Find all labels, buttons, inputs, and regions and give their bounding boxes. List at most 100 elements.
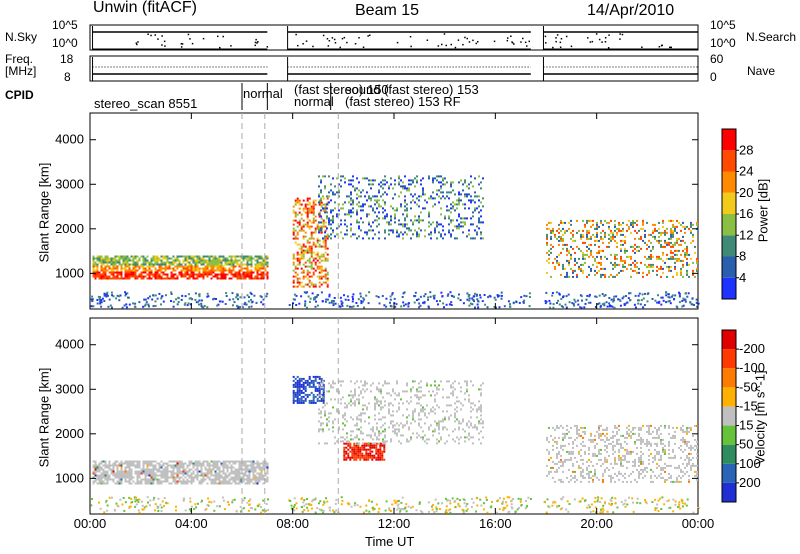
- velocity-cell: [212, 462, 215, 465]
- power-cell: [391, 293, 394, 296]
- velocity-cell: [246, 460, 249, 463]
- power-cell: [460, 199, 462, 202]
- velocity-cell: [359, 456, 362, 459]
- velocity-cell: [606, 446, 608, 449]
- velocity-cell: [400, 422, 402, 425]
- velocity-cell: [620, 464, 622, 467]
- power-cell: [470, 199, 472, 202]
- power-cell: [305, 306, 308, 309]
- power-cell: [300, 251, 303, 254]
- velocity-cell: [550, 434, 552, 437]
- power-cell: [175, 298, 178, 301]
- velocity-cell: [343, 446, 346, 449]
- velocity-cell: [200, 482, 203, 485]
- power-cell: [414, 193, 416, 196]
- velocity-cell: [238, 460, 241, 463]
- power-cell: [158, 265, 161, 268]
- velocity-cell: [300, 395, 303, 398]
- velocity-cell: [152, 480, 155, 483]
- power-cell: [346, 229, 348, 232]
- velocity-cell: [314, 379, 317, 382]
- cpid-seg-3: normal: [294, 94, 334, 109]
- velocity-cell: [198, 464, 201, 467]
- power-cell: [604, 233, 606, 236]
- velocity-cell: [146, 482, 149, 485]
- power-cell: [296, 281, 299, 284]
- velocity-cell: [351, 450, 354, 453]
- velocity-cell: [332, 406, 334, 409]
- velocity-cell: [376, 400, 378, 403]
- power-cell: [560, 229, 562, 232]
- power-cell: [428, 211, 430, 214]
- power-cell: [324, 175, 326, 178]
- power-cell: [634, 265, 636, 268]
- power-cell: [584, 241, 586, 244]
- power-cell: [326, 273, 329, 276]
- power-cell: [400, 305, 403, 308]
- power-cell: [458, 215, 460, 218]
- power-cell: [634, 247, 636, 250]
- velocity-cell: [322, 386, 324, 389]
- velocity-cell: [164, 480, 167, 483]
- power-cell: [306, 259, 309, 262]
- velocity-cell: [426, 384, 428, 387]
- power-cell: [98, 297, 101, 300]
- power-cell: [302, 219, 305, 222]
- power-cell: [476, 207, 478, 210]
- velocity-cell: [344, 412, 346, 415]
- power-cell: [112, 269, 115, 272]
- power-cell: [174, 261, 177, 264]
- velocity-cell: [158, 464, 161, 467]
- power-cell: [434, 231, 436, 234]
- velocity-cell: [372, 426, 374, 429]
- power-cell: [132, 271, 135, 274]
- power-cell: [186, 271, 189, 274]
- power-cell: [324, 237, 327, 240]
- power-cell: [262, 257, 265, 260]
- velocity-cell: [134, 482, 137, 485]
- power-cell: [368, 221, 370, 224]
- power-cell: [380, 181, 382, 184]
- velocity-cell: [482, 426, 484, 429]
- velocity-cell: [458, 426, 460, 429]
- power-cell: [640, 299, 643, 302]
- velocity-cell: [144, 460, 147, 463]
- velocity-cell: [398, 408, 400, 411]
- power-cell: [188, 265, 191, 268]
- power-cell: [478, 183, 480, 186]
- power-cell: [352, 305, 355, 308]
- power-cell: [458, 227, 460, 230]
- velocity-cell: [582, 462, 584, 465]
- power-cell: [340, 300, 343, 303]
- velocity-cell: [578, 450, 580, 453]
- velocity-cell: [568, 436, 570, 439]
- velocity-cell: [552, 448, 554, 451]
- power-cell: [136, 261, 139, 264]
- velocity-cell: [442, 396, 444, 399]
- power-cell: [246, 263, 249, 266]
- power-cell: [652, 235, 654, 238]
- velocity-cell: [452, 392, 454, 395]
- cpid-seg-1: normal: [243, 86, 283, 101]
- velocity-cell: [356, 422, 358, 425]
- power-cell: [675, 305, 678, 308]
- velocity-cell: [444, 426, 446, 429]
- power-cell: [416, 233, 418, 236]
- power-cell: [206, 292, 209, 295]
- velocity-cell: [606, 436, 608, 439]
- power-cell: [312, 199, 315, 202]
- power-cell: [266, 257, 269, 260]
- power-cell: [378, 191, 380, 194]
- power-cell: [360, 302, 363, 305]
- velocity-cell: [594, 474, 596, 477]
- velocity-cell: [360, 414, 362, 417]
- velocity-cell: [580, 454, 582, 457]
- power-cell: [385, 305, 388, 308]
- power-cell: [356, 193, 358, 196]
- power-cell: [572, 275, 574, 278]
- velocity-cell: [366, 382, 368, 385]
- velocity-cell: [343, 448, 346, 451]
- power-cell: [648, 257, 650, 260]
- power-cell: [112, 275, 115, 278]
- velocity-cell: [306, 381, 309, 384]
